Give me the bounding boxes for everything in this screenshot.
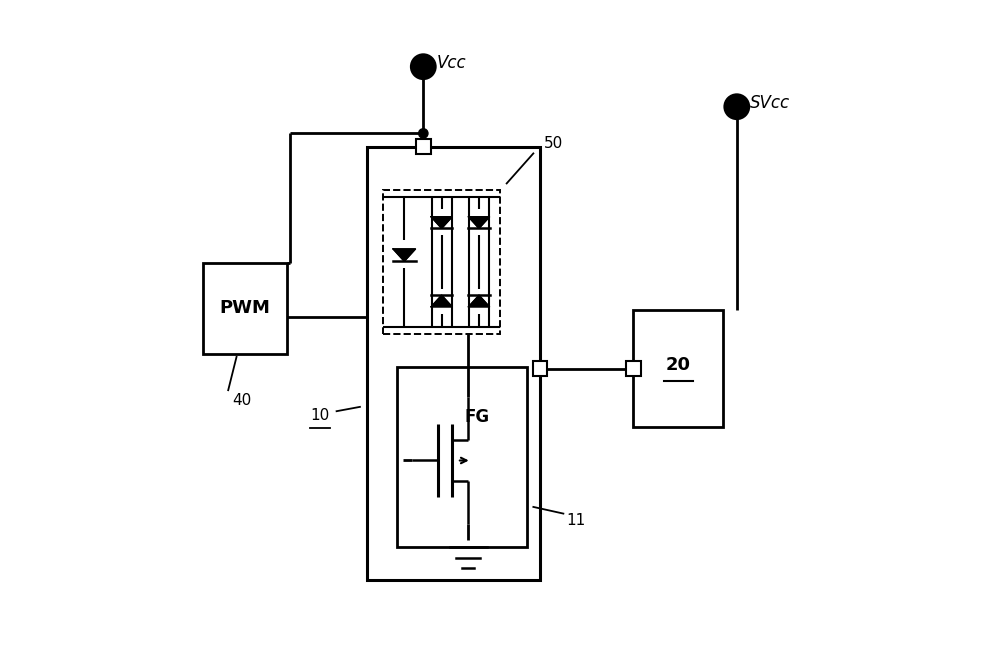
Text: 20: 20 <box>666 356 691 374</box>
Text: 40: 40 <box>232 393 251 408</box>
Bar <box>383 190 500 334</box>
Bar <box>397 367 527 547</box>
Polygon shape <box>431 217 452 229</box>
Circle shape <box>725 95 749 119</box>
Circle shape <box>411 55 435 79</box>
Text: SVcc: SVcc <box>750 95 790 112</box>
Text: FG: FG <box>465 408 490 426</box>
Bar <box>416 139 431 154</box>
Bar <box>533 361 547 376</box>
Text: 50: 50 <box>544 136 563 151</box>
Polygon shape <box>393 249 416 261</box>
Bar <box>633 310 723 427</box>
Polygon shape <box>468 217 490 229</box>
Bar <box>203 263 287 354</box>
Text: Vcc: Vcc <box>437 55 466 72</box>
Circle shape <box>419 129 428 138</box>
Text: PWM: PWM <box>219 299 270 317</box>
Text: 11: 11 <box>567 513 586 528</box>
Bar <box>367 147 540 580</box>
Text: 10: 10 <box>310 408 330 423</box>
Polygon shape <box>431 295 452 307</box>
Bar <box>626 361 641 376</box>
Polygon shape <box>468 295 490 307</box>
